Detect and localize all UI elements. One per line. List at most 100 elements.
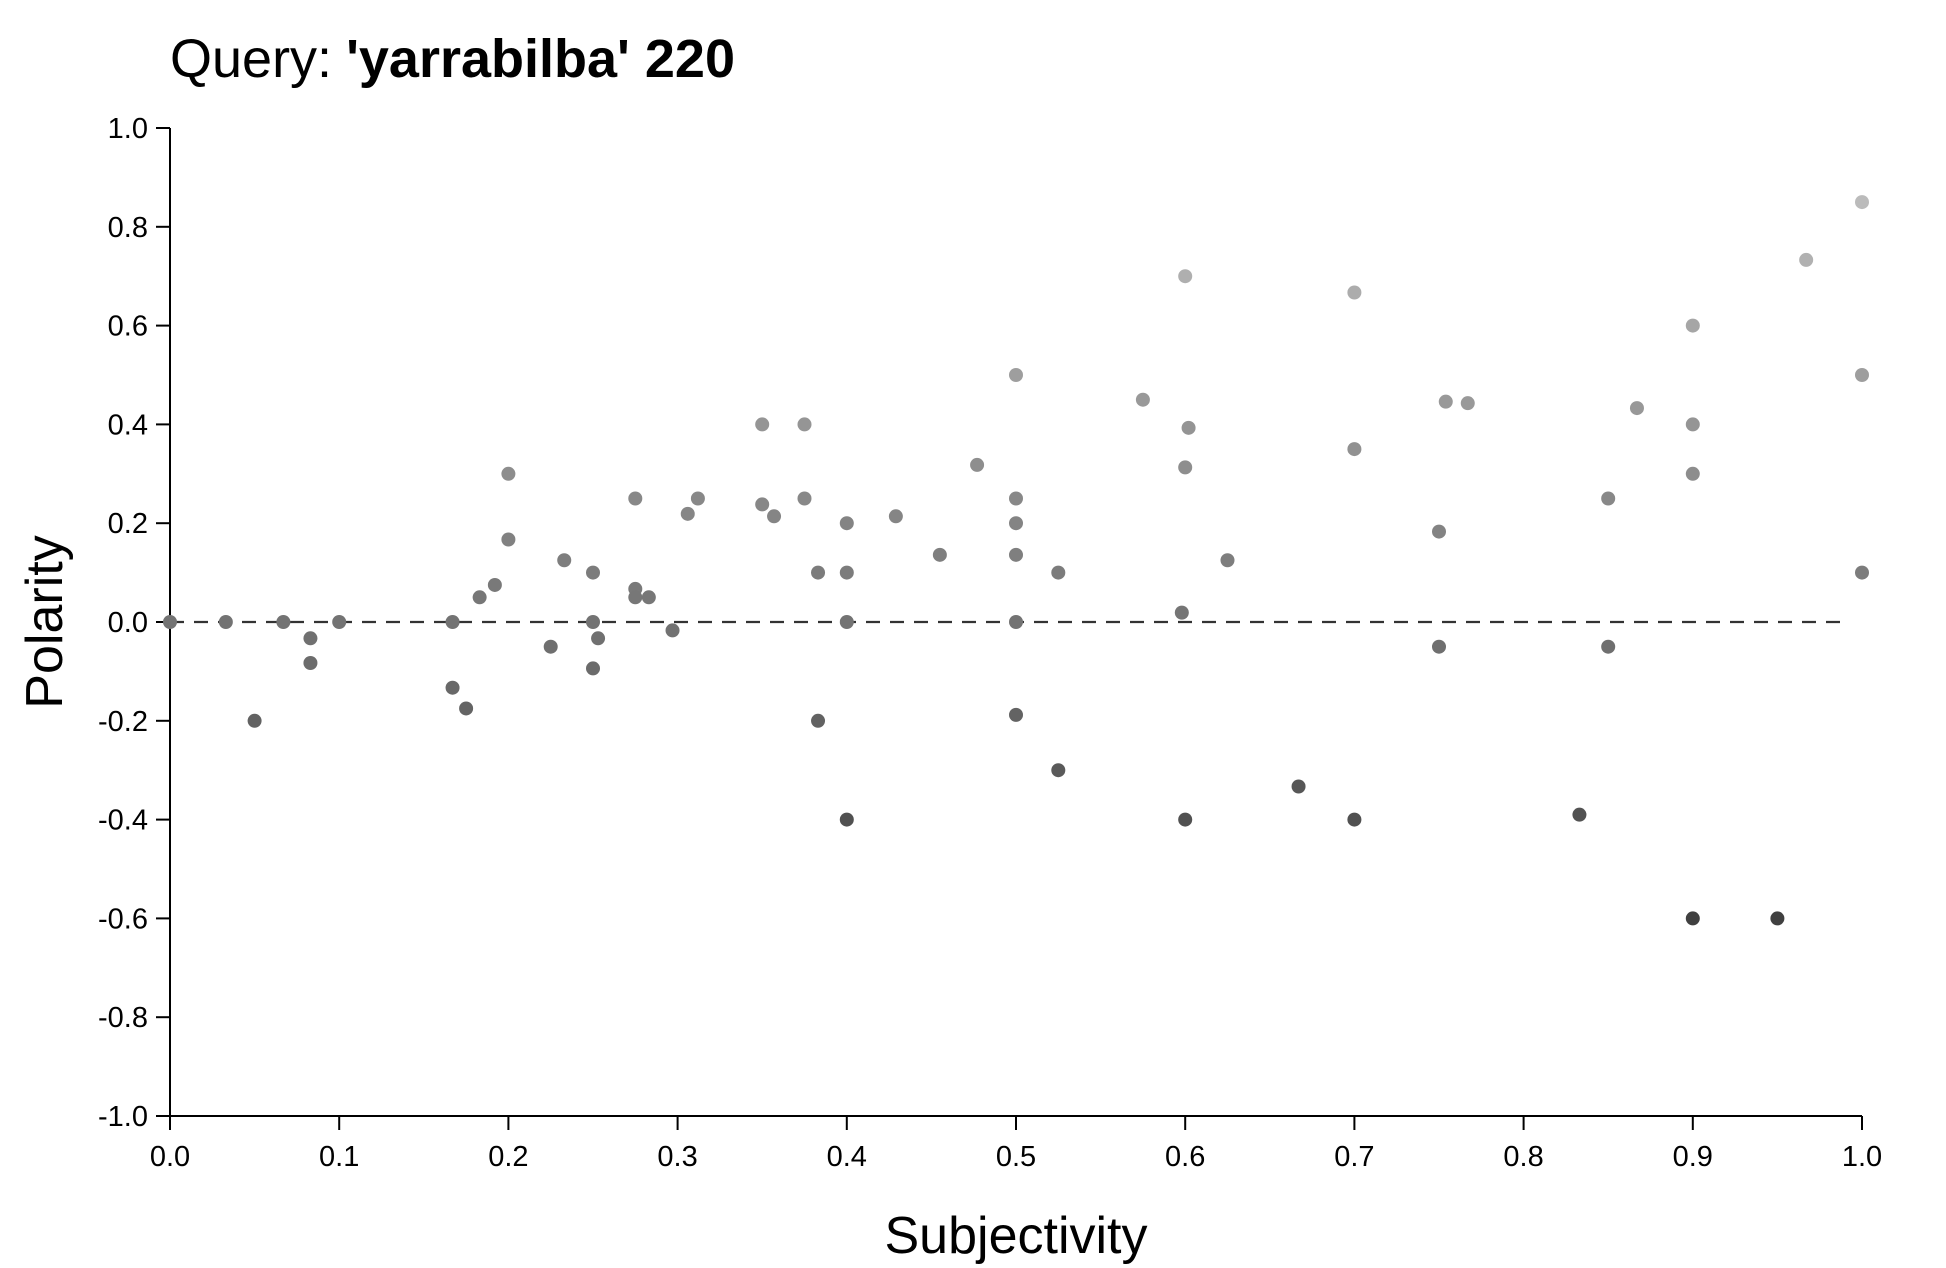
y-tick-label: -0.8 <box>98 1002 148 1034</box>
data-point <box>1685 466 1700 481</box>
data-point <box>276 615 291 629</box>
data-point <box>1629 401 1644 416</box>
x-tick-label: 0.3 <box>657 1141 697 1173</box>
data-point <box>1855 565 1869 580</box>
data-point <box>1051 763 1066 778</box>
data-point <box>839 615 854 629</box>
data-point <box>1347 285 1362 300</box>
data-point <box>1770 911 1785 926</box>
data-point <box>218 615 233 629</box>
data-point <box>1009 516 1023 531</box>
data-point <box>163 615 177 629</box>
data-point <box>472 590 487 605</box>
data-point <box>1051 565 1066 580</box>
x-tick-label: 0.6 <box>1165 1141 1205 1173</box>
x-tick-label: 0.4 <box>827 1141 867 1173</box>
x-axis-label: Subjectivity <box>885 1207 1148 1265</box>
data-point <box>1009 615 1023 629</box>
data-point <box>543 639 558 654</box>
data-point <box>1220 553 1235 568</box>
x-tick-label: 0.1 <box>319 1141 359 1173</box>
data-point <box>332 615 347 629</box>
data-point <box>1855 195 1869 210</box>
data-point <box>1438 394 1453 409</box>
data-point <box>839 565 854 580</box>
data-point <box>1174 605 1189 620</box>
data-point <box>487 577 502 592</box>
chart-title: Query:'yarrabilba' 220 <box>170 29 735 89</box>
data-point <box>1460 396 1475 411</box>
data-point <box>586 615 600 629</box>
y-tick-label: 0.0 <box>108 607 148 639</box>
data-point <box>591 631 606 646</box>
data-point <box>445 615 460 629</box>
data-point <box>767 509 782 524</box>
data-point <box>839 812 854 827</box>
y-tick-label: -0.4 <box>98 805 148 837</box>
data-point <box>1009 707 1023 722</box>
data-points <box>163 195 1869 926</box>
data-point <box>459 701 474 716</box>
x-tick-label: 0.5 <box>996 1141 1036 1173</box>
data-point <box>501 532 516 547</box>
data-point <box>303 656 318 671</box>
x-tick-label: 0.2 <box>488 1141 528 1173</box>
data-point <box>932 547 947 562</box>
y-tick-label: 0.4 <box>108 409 148 441</box>
data-point <box>1685 417 1700 432</box>
y-axis-label: Polarity <box>16 535 74 708</box>
data-point <box>680 506 695 521</box>
data-point <box>1601 491 1616 506</box>
data-point <box>1347 442 1362 457</box>
y-tick-label: 0.8 <box>108 212 148 244</box>
data-point <box>628 590 643 605</box>
data-point <box>641 590 656 605</box>
data-point <box>1009 547 1023 562</box>
data-point <box>1601 639 1616 654</box>
data-point <box>501 466 516 481</box>
data-point <box>811 713 826 728</box>
y-tick-label: -1.0 <box>98 1101 148 1133</box>
data-point <box>1685 318 1700 333</box>
data-point <box>797 491 812 506</box>
data-point <box>1572 807 1587 822</box>
data-point <box>665 623 680 638</box>
data-point <box>1178 269 1193 284</box>
data-point <box>628 491 643 506</box>
data-point <box>839 516 854 531</box>
chart-title-query: 'yarrabilba' 220 <box>346 29 735 89</box>
data-point <box>303 631 318 646</box>
data-point <box>586 565 600 580</box>
data-point <box>1432 639 1446 654</box>
data-point <box>1685 911 1700 926</box>
data-point <box>1009 368 1023 382</box>
y-tick-label: -0.6 <box>98 903 148 935</box>
data-point <box>1799 252 1814 267</box>
y-tick-label: 0.2 <box>108 508 148 540</box>
data-point <box>1432 524 1446 539</box>
data-point <box>1009 491 1023 506</box>
x-tick-label: 0.7 <box>1334 1141 1374 1173</box>
data-point <box>557 553 572 568</box>
data-point <box>1178 812 1193 827</box>
x-tick-label: 1.0 <box>1842 1141 1882 1173</box>
chart-title-prefix: Query: <box>170 29 332 89</box>
y-tick-label: -0.2 <box>98 706 148 738</box>
data-point <box>1855 368 1869 382</box>
data-point <box>247 713 262 728</box>
data-point <box>797 417 812 432</box>
data-point <box>1347 812 1362 827</box>
x-axis-ticks: 0.0 0.1 0.2 0.3 0.4 0.5 0.6 0.7 0.8 0.9 1.0 <box>150 1116 1882 1173</box>
y-tick-label: 0.6 <box>108 311 148 343</box>
data-point <box>888 509 903 524</box>
data-point <box>445 680 460 695</box>
data-point <box>586 661 600 676</box>
data-point <box>1135 392 1150 407</box>
x-tick-label: 0.9 <box>1673 1141 1713 1173</box>
y-axis-ticks: 1.0 0.8 0.6 0.4 0.2 0.0 -0.2 -0.4 -0.6 -0.8 -1.0 <box>98 113 170 1133</box>
data-point <box>1178 460 1193 475</box>
x-tick-label: 0.0 <box>150 1141 190 1173</box>
data-point <box>1291 779 1306 794</box>
data-point <box>755 417 770 432</box>
